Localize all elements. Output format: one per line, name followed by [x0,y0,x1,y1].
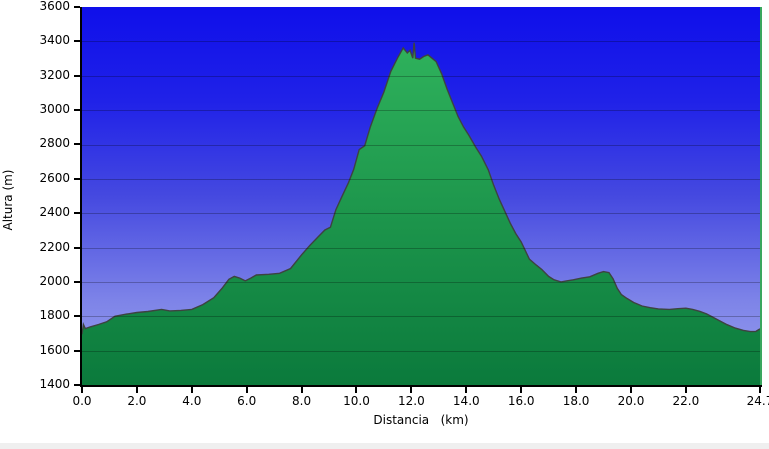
y-tick-label-3200: 3200 [39,67,70,82]
y-tick-label-1800: 1800 [39,308,70,323]
x-tick-2.0 [135,387,138,393]
x-tick-label-22.0: 22.0 [672,394,700,408]
y-tick-2800 [74,143,80,146]
x-tick-label-14.0: 14.0 [452,394,480,408]
y-tick-3400 [74,40,80,43]
y-tick-label-1400: 1400 [39,377,70,391]
y-tick-label-1600: 1600 [39,342,70,357]
y-tick-label-2400: 2400 [39,205,70,220]
x-tick-label-16.0: 16.0 [507,394,535,408]
elevation-outline [82,42,760,335]
x-tick-22.0 [684,387,687,393]
y-tick-label-2800: 2800 [39,136,70,151]
x-tick-label-12.0: 12.0 [398,394,425,408]
y-axis-title: Altura (m) [1,169,15,231]
x-tick-6.0 [245,387,248,393]
x-tick-label-18.0: 18.0 [562,394,590,408]
x-axis-title: Distancia (km) [373,413,469,427]
x-tick-label-4.0: 4.0 [182,394,202,408]
y-tick-label-2200: 2200 [39,239,70,254]
x-axis-line [80,385,762,387]
gridline-2800 [82,144,760,146]
elevation-profile-series [82,42,760,385]
x-tick-4.0 [190,387,193,393]
y-tick-label-2000: 2000 [39,273,70,288]
x-tick-label-20.0: 20.0 [617,394,645,408]
y-tick-2400 [74,212,80,215]
x-tick-10.0 [355,387,358,393]
x-tick-12.0 [410,387,413,393]
plot-right-border [760,7,762,385]
gridline-3000 [82,110,760,112]
gridline-1800 [82,316,760,318]
y-tick-1800 [74,315,80,318]
gridline-3200 [82,75,760,77]
y-tick-2600 [74,177,80,180]
y-tick-3600 [74,6,80,8]
x-tick-14.0 [465,387,468,393]
plot-area [82,7,760,385]
y-tick-3200 [74,74,80,77]
x-tick-label-2.0: 2.0 [127,394,147,408]
x-tick-label-6.0: 6.0 [237,394,257,408]
x-tick-20.0 [629,387,632,393]
gridline-3400 [82,41,760,43]
gridline-2000 [82,281,760,283]
x-tick-0.0 [81,387,83,393]
gridline-1600 [82,350,760,352]
gridline-2200 [82,247,760,249]
x-tick-18.0 [575,387,578,393]
y-tick-2000 [74,280,80,283]
y-tick-label-2600: 2600 [39,170,70,185]
y-tick-3000 [74,109,80,112]
gridline-2400 [82,213,760,215]
x-tick-16.0 [520,387,523,393]
y-tick-1400 [74,384,80,386]
x-tick-8.0 [300,387,303,393]
y-tick-1600 [74,349,80,352]
x-tick-label-8.0: 8.0 [292,394,312,408]
x-tick-label-10.0: 10.0 [343,394,370,408]
y-axis-line [80,7,82,387]
x-tick-24.7 [759,387,761,393]
window-bottom-bar [0,443,769,449]
y-tick-label-3000: 3000 [39,102,70,117]
y-tick-label-3400: 3400 [39,33,70,48]
x-tick-label-0.0: 0.0 [72,394,92,408]
gridline-2600 [82,178,760,180]
elevation-area-fill [82,42,760,385]
x-tick-label-24.7: 24.7 [746,394,769,408]
y-tick-2200 [74,246,80,249]
y-tick-label-3600: 3600 [39,0,70,13]
